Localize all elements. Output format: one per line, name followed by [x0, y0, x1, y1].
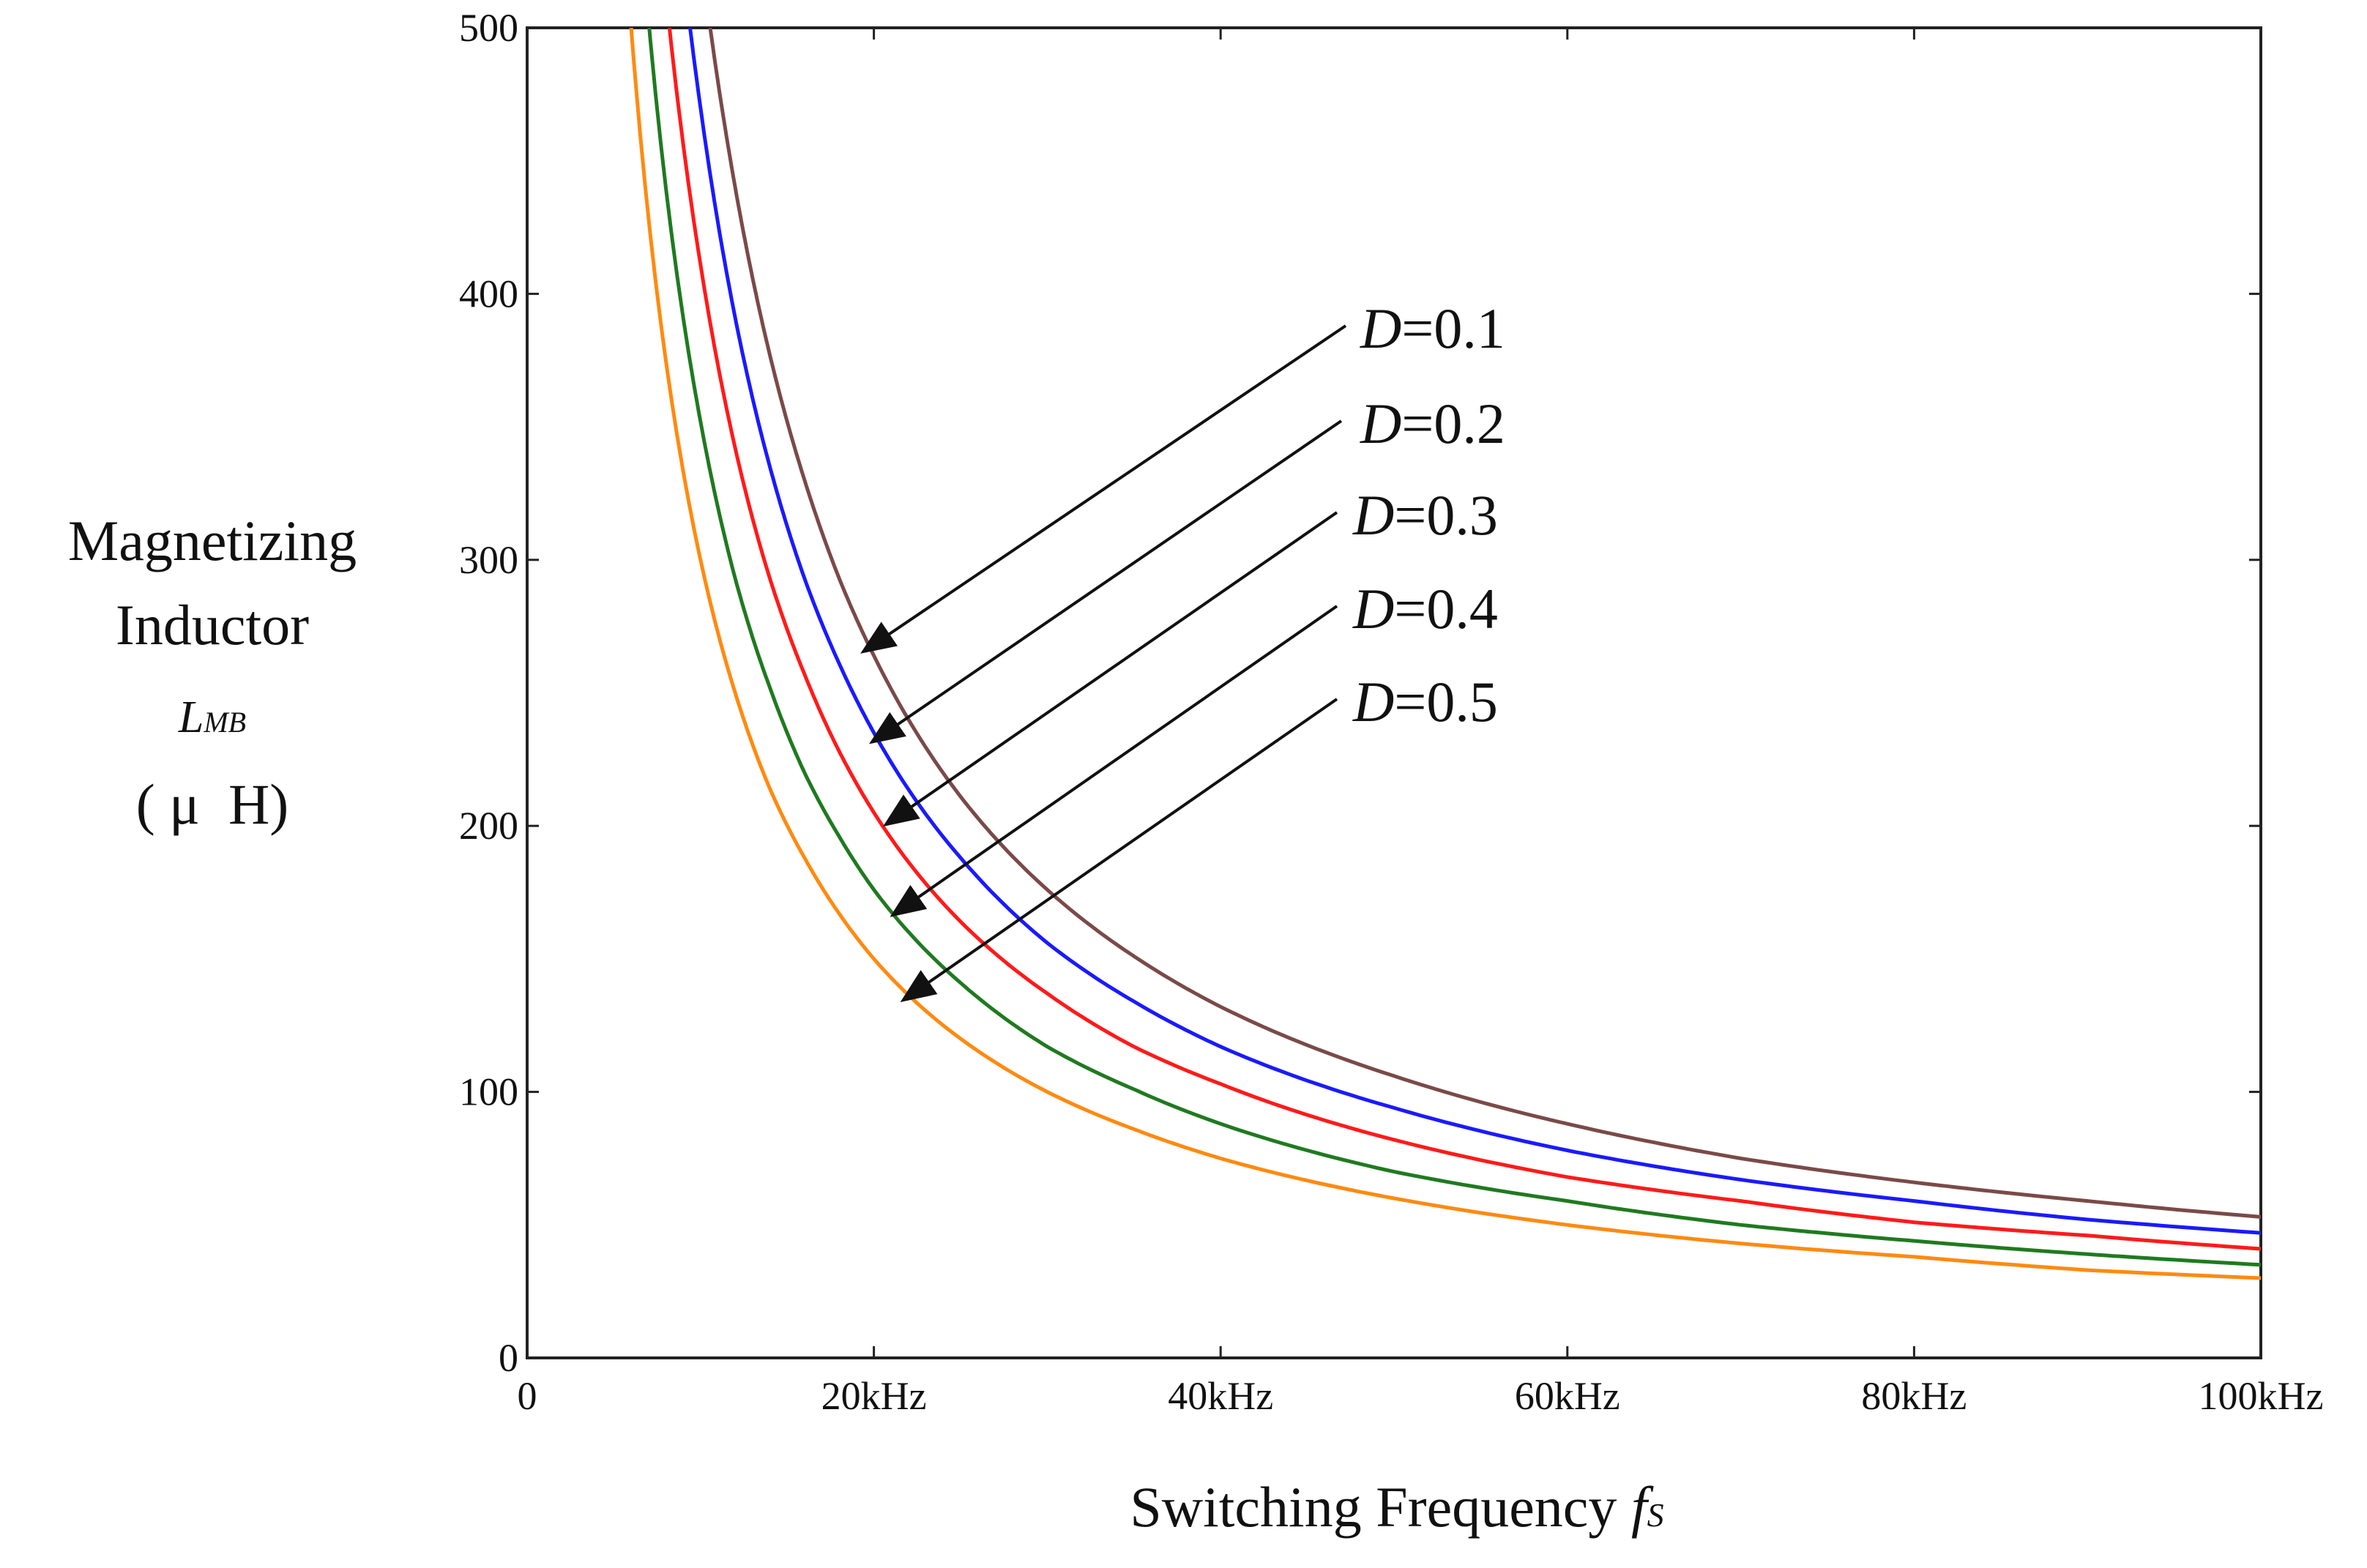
annotation-symbol: D [1352, 483, 1394, 547]
y-tick-label: 400 [459, 272, 518, 316]
y-tick-label: 500 [459, 6, 518, 50]
annotation-arrow [890, 605, 1338, 917]
y-axis-unit: ( μ H) [136, 772, 289, 836]
x-axis-title: Switching Frequency fS [1130, 1475, 1663, 1539]
series-group [629, 28, 2261, 1280]
x-tick-label: 40kHz [1168, 1374, 1273, 1418]
annotation-symbol: D [1360, 296, 1401, 360]
y-axis-symbol-subscript: MB [203, 706, 246, 739]
series-line-d-0-4 [647, 28, 2261, 1267]
annotation-label: D=0.3 [1352, 483, 1498, 547]
annotation-arrow [860, 324, 1347, 654]
y-axis-title-line1: Magnetizing [68, 509, 357, 572]
plot-frame [526, 26, 2262, 1359]
y-tick-label: 100 [459, 1070, 518, 1114]
annotation-label: D=0.5 [1352, 670, 1498, 733]
series-line-d-0-5 [629, 28, 2261, 1280]
annotation-label: D=0.2 [1360, 392, 1505, 455]
series-line-d-0-1 [708, 28, 2261, 1219]
annotation-value: =0.4 [1394, 577, 1498, 641]
annotation-arrow [868, 419, 1343, 744]
y-tick-label: 200 [459, 804, 518, 848]
x-tick-label: 0 [518, 1374, 537, 1418]
x-tick-label: 100kHz [2199, 1374, 2324, 1418]
y-axis: 0 100 200 300 400 500 [459, 6, 2261, 1380]
annotations: D=0.1D=0.2D=0.3D=0.4D=0.5 [860, 296, 1505, 1002]
annotation-symbol: D [1352, 670, 1394, 733]
x-axis-title-subscript: S [1647, 1496, 1664, 1534]
x-axis: 0 20kHz 40kHz 60kHz 80kHz 100kHz [518, 28, 2324, 1418]
annotation-label: D=0.1 [1360, 296, 1505, 360]
annotation-value: =0.5 [1394, 670, 1498, 733]
annotation-value: =0.2 [1401, 392, 1505, 455]
annotation-value: =0.1 [1401, 296, 1505, 360]
y-tick-label: 0 [499, 1336, 518, 1380]
y-tick-label: 300 [459, 538, 518, 582]
annotation-arrow [882, 511, 1338, 827]
y-axis-symbol: LMB [178, 692, 246, 742]
annotation-symbol: D [1360, 392, 1401, 455]
x-tick-label: 60kHz [1515, 1374, 1620, 1418]
x-tick-label: 80kHz [1861, 1374, 1967, 1418]
x-tick-label: 20kHz [821, 1374, 927, 1418]
annotation-symbol: D [1352, 577, 1394, 641]
series-line-d-0-2 [688, 28, 2261, 1235]
annotation-value: =0.3 [1394, 483, 1498, 547]
y-axis-symbol-letter: L [178, 692, 204, 742]
series-line-d-0-3 [667, 28, 2261, 1251]
y-axis-title-line2: Inductor [116, 593, 309, 657]
annotation-label: D=0.4 [1352, 577, 1498, 641]
x-axis-title-text: Switching Frequency [1130, 1475, 1631, 1539]
annotation-arrow [900, 698, 1338, 1002]
